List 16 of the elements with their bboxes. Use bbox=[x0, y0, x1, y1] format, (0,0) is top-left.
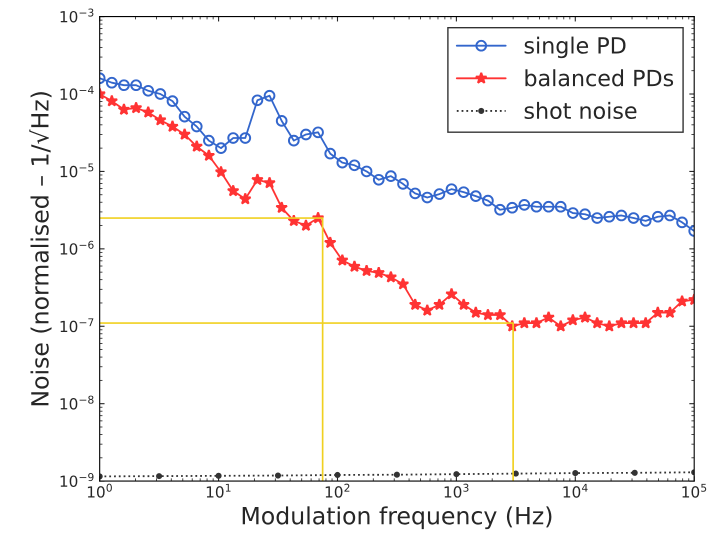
y-tick-label: 10$^{−4}$ bbox=[60, 86, 94, 100]
y-tick-label: 10$^{−6}$ bbox=[60, 240, 94, 255]
legend-label: balanced PDs bbox=[525, 69, 674, 86]
x-axis-title: Modulation frequency (Hz) bbox=[242, 506, 552, 530]
y-axis-title: Noise (normalised – 1/√Hz) bbox=[29, 92, 52, 406]
y-tick-label: 10$^{−7}$ bbox=[60, 318, 94, 332]
x-tick-label: 10$^{3}$ bbox=[444, 484, 468, 498]
y-tick-label: 10$^{−5}$ bbox=[60, 163, 94, 178]
legend-label: single PD bbox=[524, 36, 626, 58]
y-tick-label: 10$^{−8}$ bbox=[60, 396, 94, 410]
y-tick-label: 10$^{−3}$ bbox=[60, 8, 94, 22]
legend-label: shot noise bbox=[524, 102, 636, 120]
x-tick-label: 10$^{5}$ bbox=[682, 484, 706, 498]
x-tick-label: 10$^{2}$ bbox=[326, 484, 350, 498]
x-tick-label: 10$^{4}$ bbox=[564, 484, 588, 498]
x-tick-label: 10$^{1}$ bbox=[206, 484, 231, 498]
